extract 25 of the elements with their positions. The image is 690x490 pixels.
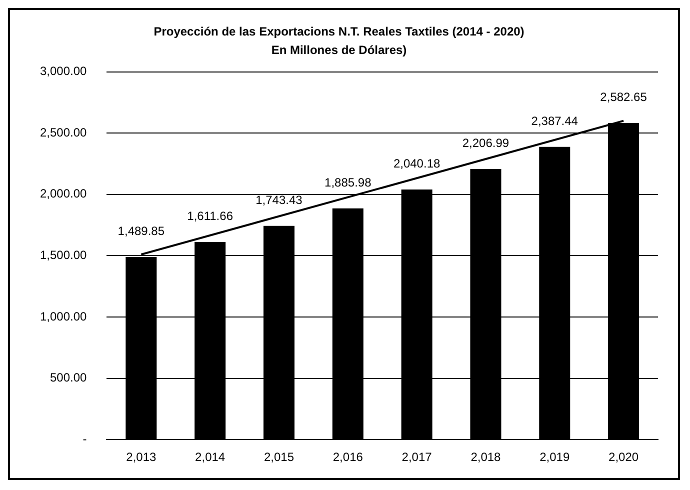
x-tick-label: 2,017 bbox=[402, 450, 432, 464]
data-label: 1,885.98 bbox=[324, 175, 372, 190]
data-label: 1,489.85 bbox=[118, 224, 165, 238]
data-label: 2,582.65 bbox=[600, 90, 648, 104]
x-tick-label: 2,016 bbox=[332, 450, 364, 464]
y-tick-label: 500.00 bbox=[50, 370, 88, 385]
data-label: 2,387.44 bbox=[531, 114, 578, 128]
x-tick-label: 2,020 bbox=[608, 450, 639, 464]
y-tick-label: 2,000.00 bbox=[40, 186, 88, 201]
y-tick-label: 1,000.00 bbox=[40, 309, 88, 324]
x-tick-label: 2,013 bbox=[126, 450, 157, 464]
x-tick-label: 2,014 bbox=[195, 450, 226, 464]
data-label: 2,206.99 bbox=[462, 136, 510, 150]
chart-title: Proyección de las Exportacions N.T. Reales Taxtiles (2014 - 2020) bbox=[154, 24, 524, 39]
x-tick-label: 2,019 bbox=[540, 450, 570, 464]
data-label: 2,040.18 bbox=[393, 156, 440, 170]
y-tick-label: 2,500.00 bbox=[40, 125, 88, 140]
x-tick-label: 2,018 bbox=[470, 450, 502, 464]
y-tick-label: 3,000.00 bbox=[40, 64, 88, 78]
y-tick-label: - bbox=[82, 432, 87, 446]
y-tick-label: 1,500.00 bbox=[40, 248, 88, 262]
data-label: 1,743.43 bbox=[256, 192, 303, 207]
chart-subtitle: En Millones de Dólares) bbox=[271, 42, 407, 57]
x-tick-label: 2,015 bbox=[264, 450, 294, 464]
data-label: 1,611.66 bbox=[187, 209, 234, 224]
